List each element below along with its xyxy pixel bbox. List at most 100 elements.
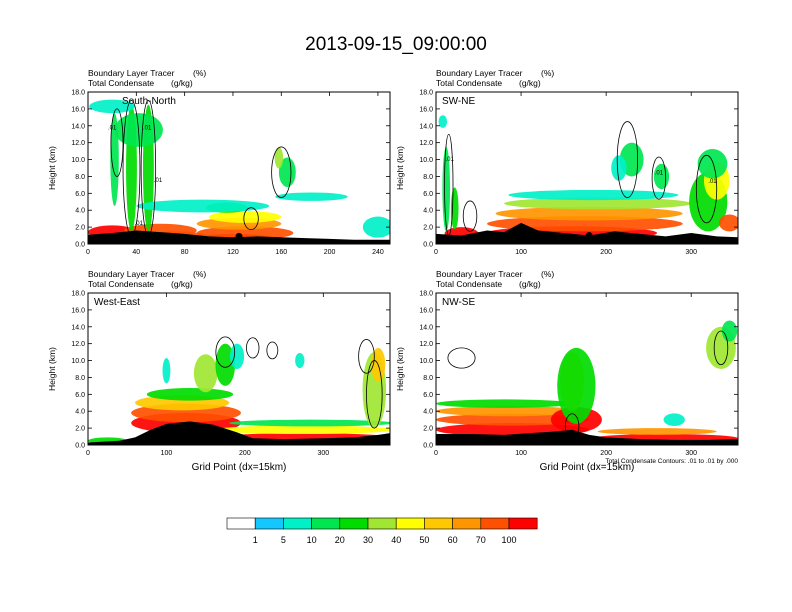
tracer-cell (436, 399, 573, 408)
panel-label: West-East (94, 297, 140, 308)
colorbar-swatch (395, 517, 425, 530)
y-tick-label: 8.0 (423, 375, 433, 382)
x-tick-label: 100 (515, 450, 527, 457)
colorbar-tick-label: 50 (419, 535, 429, 545)
y-tick-label: 4.0 (75, 409, 85, 416)
condensate-contour (444, 133, 454, 236)
x-tick-label: 240 (372, 249, 384, 256)
tracer-cell (193, 354, 218, 393)
colorbar-swatch (508, 517, 538, 530)
x-tick-label: 200 (600, 249, 612, 256)
colorbar-tick-label: 70 (476, 535, 486, 545)
y-tick-label: 18.0 (71, 90, 85, 97)
tracer-cell (487, 216, 683, 232)
y-tick-label: 2.0 (423, 426, 433, 433)
colorbar-tick-label: 10 (307, 535, 317, 545)
y-tick-label: 14.0 (71, 324, 85, 331)
contour-label: .01 (135, 221, 144, 227)
y-tick-label: 6.0 (75, 392, 85, 399)
tracer-cell (162, 358, 171, 384)
terrain (88, 421, 390, 445)
y-tick-label: 0.0 (423, 443, 433, 450)
plot-frame (87, 91, 391, 245)
contour-footnote: Total Condensate Contours: .01 to .01 by… (605, 458, 738, 465)
panel-label: NW-SE (442, 297, 475, 308)
tracer-field (88, 336, 390, 445)
subtitle-condensate-units: (g/kg) (171, 78, 193, 88)
tracer-cell (653, 163, 670, 190)
x-axis-label: Grid Point (dx=15km) (540, 462, 635, 473)
tracer-cell (557, 347, 596, 424)
tracer-cell (438, 115, 448, 128)
subtitle-tracer: Boundary Layer Tracer (436, 269, 523, 279)
y-axis-label: Height (km) (395, 146, 405, 190)
x-tick-label: 300 (685, 249, 697, 256)
subtitle-tracer-units: (%) (541, 68, 554, 78)
condensate-contour (110, 108, 124, 177)
tracer-cell (436, 406, 581, 417)
y-tick-label: 0.0 (75, 443, 85, 450)
x-tick-label: 300 (317, 450, 329, 457)
tracer-cell (495, 206, 683, 221)
y-tick-label: 14.0 (71, 123, 85, 130)
panel-3: 0.0 2.0 4.0 6.0 8.0 10.0 12.0 14.0 16.0 18.0 0 100 2… (47, 269, 391, 473)
tracer-cell (146, 388, 234, 401)
colorbar-tick-label: 1 (253, 535, 258, 545)
y-tick-label: 18.0 (71, 291, 85, 298)
tracer-cell (504, 197, 692, 210)
contour-label: .01 (655, 170, 664, 176)
tracer-field: .01 .01 .01 .01 (88, 99, 390, 244)
colorbar-tick-label: 5 (281, 535, 286, 545)
subtitle-condensate-units: (g/kg) (519, 78, 541, 88)
condensate-contour (140, 100, 157, 236)
contour-label: .01 (108, 126, 117, 132)
tracer-cell (362, 216, 390, 238)
x-tick-label: 0 (86, 249, 90, 256)
y-tick-label: 8.0 (75, 375, 85, 382)
contour-label: .01 (445, 157, 454, 163)
condensate-contour (695, 154, 718, 224)
condensate-contour (462, 200, 478, 232)
tracer-cell (278, 157, 296, 188)
tracer-cell (436, 413, 590, 426)
condensate-contour (366, 360, 383, 429)
colorbar-swatch (339, 517, 369, 530)
tracer-cell (229, 343, 245, 370)
y-tick-label: 0.0 (75, 242, 85, 249)
x-tick-label: 200 (600, 450, 612, 457)
condensate-contour (271, 146, 292, 198)
tracer-cell (136, 199, 270, 213)
tracer-cell (663, 413, 685, 426)
contour-label: .01 (154, 178, 163, 184)
condensate-contour (266, 341, 279, 360)
x-tick-label: 120 (227, 249, 239, 256)
tracer-cell (597, 428, 717, 435)
plot-frame (435, 91, 739, 245)
condensate-contour (246, 337, 260, 359)
colorbar-swatch (254, 517, 284, 530)
colorbar-tick-label: 60 (448, 535, 458, 545)
terrain (436, 222, 738, 244)
condensate-contour (358, 339, 375, 374)
y-tick-label: 14.0 (419, 123, 433, 130)
colorbar-swatch (226, 517, 256, 530)
tracer-cell (697, 149, 728, 179)
tracer-field (436, 320, 738, 445)
subtitle-tracer: Boundary Layer Tracer (88, 68, 175, 78)
condensate-contour (616, 121, 639, 198)
y-tick-label: 6.0 (423, 392, 433, 399)
y-tick-label: 12.0 (71, 140, 85, 147)
y-tick-label: 14.0 (419, 324, 433, 331)
colorbar-swatch (480, 517, 510, 530)
x-tick-label: 200 (324, 249, 336, 256)
condensate-contour (243, 207, 259, 231)
y-axis-label: Height (km) (47, 347, 57, 391)
y-tick-label: 12.0 (71, 341, 85, 348)
y-tick-label: 16.0 (71, 307, 85, 314)
y-tick-label: 10.0 (419, 157, 433, 164)
x-tick-label: 300 (685, 450, 697, 457)
subtitle-tracer-units: (%) (193, 68, 206, 78)
subtitle-condensate-units: (g/kg) (171, 279, 193, 289)
y-tick-label: 8.0 (423, 174, 433, 181)
